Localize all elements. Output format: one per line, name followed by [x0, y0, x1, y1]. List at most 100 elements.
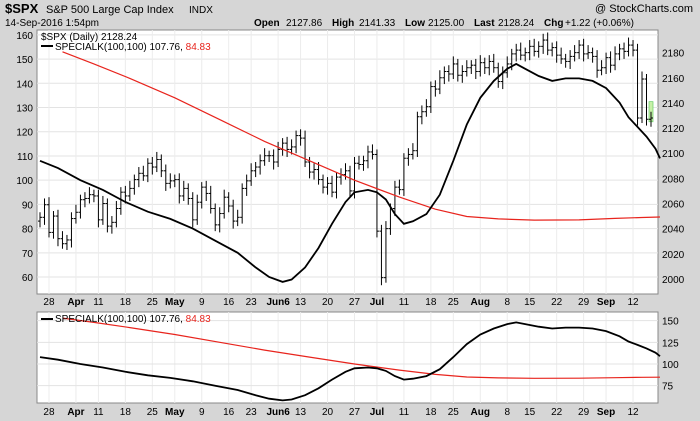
x-tick-label: 29 — [578, 407, 590, 418]
ohlc-bar — [541, 33, 546, 54]
left-tick-label: 70 — [22, 249, 34, 260]
ohlc-bar — [649, 111, 653, 127]
ohlc-bar — [581, 38, 586, 62]
high-value: 2141.33 — [359, 18, 396, 29]
specialk-line-indicator — [39, 321, 661, 402]
x-tick-label: 28 — [43, 407, 55, 418]
ohlc-bar — [545, 32, 550, 56]
ohlc-bar — [631, 40, 636, 57]
left-tick-label: 110 — [17, 152, 33, 163]
ohlc-bar — [226, 192, 231, 213]
ohlc-bar — [186, 183, 191, 205]
specialk-axis-labels: 75 100 125 150 — [662, 317, 679, 393]
ohlc-bar — [401, 153, 406, 196]
ohlc-bar — [213, 203, 218, 232]
ohlc-bar — [356, 155, 361, 170]
ohlc-bar — [289, 139, 294, 155]
ohlc-bar — [127, 180, 132, 201]
price-x-axis-labels: 28 Apr 11 18 25 May 9 16 23 Jun6 13 20 27 Jul 11 18 25 Au… — [43, 297, 639, 308]
x-tick-label: 25 — [147, 297, 159, 308]
chart-datetime: 14-Sep-2016 1:54pm — [5, 18, 99, 29]
left-tick-label: 80 — [22, 225, 34, 236]
ohlc-bar — [325, 177, 330, 195]
ohlc-bar — [55, 209, 60, 247]
x-tick-label: 18 — [120, 297, 132, 308]
price-panel — [36, 29, 659, 295]
x-tick-label: May — [165, 407, 185, 418]
x-tick-label: 20 — [322, 407, 334, 418]
ohlc-bar — [150, 156, 155, 175]
right-tick-label: 2080 — [662, 174, 685, 185]
ohlc-bar — [572, 45, 577, 62]
ind-legend-signal-text: 84.83 — [186, 314, 211, 325]
specialk-lines — [39, 317, 661, 402]
x-tick-label: 15 — [524, 407, 536, 418]
ohlc-bar — [82, 192, 87, 208]
ohlc-bar — [473, 58, 478, 80]
ohlc-bar — [554, 41, 559, 63]
chg-value: +1.22 (+0.06%) — [565, 18, 634, 29]
ohlc-bar — [141, 165, 146, 181]
x-tick-label: Sep — [597, 297, 615, 308]
price-indicator-lines — [39, 51, 661, 283]
ohlc-bar — [383, 221, 388, 283]
ohlc-bar — [410, 143, 415, 160]
x-tick-label: 29 — [578, 297, 590, 308]
left-tick-label: 150 — [16, 55, 33, 66]
ohlc-bar — [491, 53, 496, 73]
ohlc-bar — [460, 65, 465, 83]
x-tick-label: May — [165, 297, 185, 308]
low-label: Low — [405, 18, 425, 29]
ohlc-bar — [442, 66, 447, 85]
ohlc-bar — [451, 56, 456, 80]
x-tick-label: 11 — [93, 407, 104, 418]
specialk-x-axis-labels: 28 Apr 11 18 25 May 9 16 23 Jun6 13 20 27 Jul 11 18 25 Au… — [43, 407, 639, 418]
ohlc-bar — [240, 183, 245, 224]
ohlc-bar — [532, 38, 537, 57]
right-tick-label: 2180 — [662, 49, 685, 60]
x-tick-label: 23 — [246, 407, 258, 418]
ohlc-bar — [505, 56, 510, 78]
ohlc-bar — [469, 60, 474, 74]
ohlc-bar — [177, 173, 182, 204]
right-tick-label: 2000 — [662, 275, 685, 286]
last-value: 2128.24 — [498, 18, 535, 29]
ohlc-bar — [100, 195, 105, 225]
ohlc-bar — [424, 99, 429, 117]
x-tick-label: 25 — [448, 297, 460, 308]
x-tick-label: 15 — [524, 297, 536, 308]
ohlc-bar — [428, 81, 433, 113]
x-tick-label: 25 — [448, 407, 460, 418]
ohlc-bar — [208, 185, 213, 214]
ohlc-bar — [536, 41, 541, 58]
ohlc-bar — [518, 42, 523, 61]
ohlc-bar — [96, 189, 101, 228]
ohlc-bar — [285, 136, 290, 157]
ohlc-bar — [253, 162, 258, 178]
ohlc-bar — [159, 154, 164, 178]
ohlc-bar — [298, 129, 303, 146]
copyright: @ StockCharts.com — [595, 3, 693, 15]
ohlc-bar — [563, 53, 568, 68]
exchange-label: INDX — [189, 5, 213, 16]
x-tick-label: Jun6 — [266, 297, 290, 308]
ohlc-bar — [559, 47, 564, 64]
left-axis-labels: 60 70 80 90 100 110 120 130 140 150 160 — [16, 31, 33, 284]
symbol-title: $SPX — [5, 1, 39, 16]
ohlc-bar — [527, 40, 532, 61]
ohlc-bar — [626, 37, 631, 57]
ohlc-bar — [577, 40, 582, 59]
ohlc-bar — [392, 180, 397, 217]
ohlc-bar — [568, 50, 573, 69]
signal-line-indicator — [62, 317, 661, 379]
ohlc-bar — [154, 151, 159, 173]
left-tick-label: 160 — [16, 31, 33, 42]
legend-specialk-text: SPECIALK(100,100) 107.76, — [55, 42, 186, 53]
x-tick-label: 16 — [223, 407, 235, 418]
ohlc-bar — [204, 180, 209, 201]
right-tick-label: 2120 — [662, 124, 685, 135]
price-legend-specialk: SPECIALK(100,100) 107.76, 84.83 — [55, 42, 211, 53]
x-tick-label: 22 — [551, 297, 563, 308]
x-tick-label: 18 — [425, 407, 437, 418]
